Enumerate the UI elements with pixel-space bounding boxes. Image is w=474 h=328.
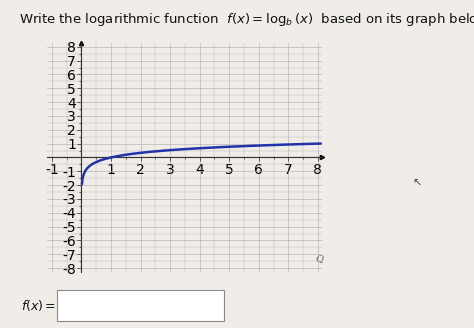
Text: ↖: ↖ bbox=[412, 179, 422, 189]
FancyBboxPatch shape bbox=[56, 290, 224, 321]
Text: $f(x) =$: $f(x) =$ bbox=[21, 297, 56, 313]
Text: Q: Q bbox=[315, 254, 323, 263]
Text: Write the logarithmic function  $f(x) = \log_b(x)$  based on its graph below.: Write the logarithmic function $f(x) = \… bbox=[19, 11, 474, 29]
